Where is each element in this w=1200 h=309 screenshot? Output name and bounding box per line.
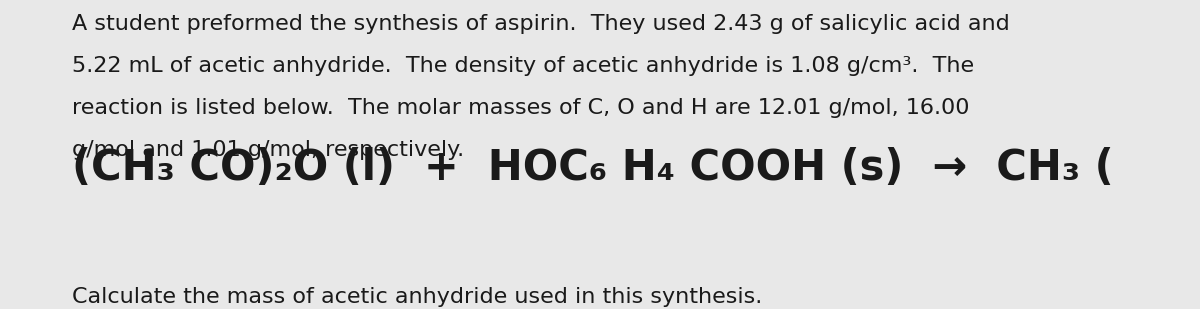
Text: A student preformed the synthesis of aspirin.  They used 2.43 g of salicylic aci: A student preformed the synthesis of asp… — [72, 14, 1009, 34]
Text: Calculate the mass of acetic anhydride used in this synthesis.: Calculate the mass of acetic anhydride u… — [72, 287, 762, 307]
Text: 5.22 mL of acetic anhydride.  The density of acetic anhydride is 1.08 g/cm³.  Th: 5.22 mL of acetic anhydride. The density… — [72, 56, 974, 76]
Text: g/mol and 1.01 g/mol, respectively.: g/mol and 1.01 g/mol, respectively. — [72, 140, 464, 160]
Text: (CH₃ CO)₂O (l)  +  HOC₆ H₄ COOH (s)  →  CH₃ (: (CH₃ CO)₂O (l) + HOC₆ H₄ COOH (s) → CH₃ … — [72, 147, 1114, 189]
Text: reaction is listed below.  The molar masses of C, O and H are 12.01 g/mol, 16.00: reaction is listed below. The molar mass… — [72, 98, 970, 118]
